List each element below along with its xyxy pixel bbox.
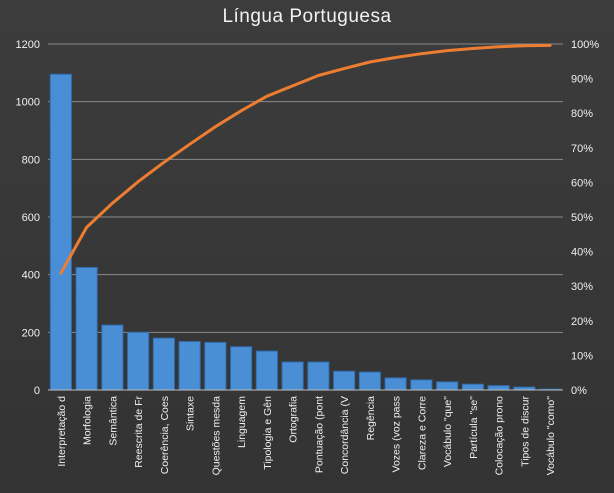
y-right-tick-label: 50% [571,212,593,224]
cumulative-point [59,271,63,275]
cumulative-point [136,180,140,183]
bar [152,337,175,391]
x-category-label: Vocábulo "como" [545,396,557,476]
bar [101,324,124,391]
y-left-tick-label: 200 [22,327,40,339]
chart-title: Língua Portuguesa [222,6,392,27]
y-left-tick-label: 1000 [16,97,40,109]
bar [307,361,330,391]
cumulative-point [317,74,320,77]
bar [127,331,150,391]
x-category-label: Morfologia [82,396,94,445]
y-right-tick-label: 10% [571,350,593,362]
cumulative-point [394,56,397,59]
x-category-label: Clareza e Corre [416,396,428,470]
cumulative-point [291,84,294,88]
bar [281,361,304,391]
cumulative-point [368,60,372,64]
bar [49,73,72,391]
bar [384,377,407,391]
y-right-tick-label: 90% [571,74,593,86]
bar [230,346,253,391]
bar [178,341,201,391]
bar [487,385,510,391]
cumulative-point [265,95,269,98]
x-category-label: Linguagem [236,396,248,448]
cumulative-point [420,52,423,55]
x-category-label: Vocábulo "que" [442,396,454,467]
x-category-label: Colocação prono [494,396,506,476]
cumulative-point [162,161,166,164]
x-category-label: Pontuação (pont [313,396,325,473]
y-right-tick-label: 100% [571,39,599,51]
y-right-tick-label: 20% [571,316,593,328]
cumulative-point [85,226,88,229]
y-right-tick-label: 80% [571,108,593,120]
y-right-tick-label: 60% [571,177,593,189]
cumulative-point [548,44,552,47]
cumulative-point [497,45,500,48]
cumulative-point [239,109,243,112]
cumulative-point [471,47,475,50]
y-left-tick-label: 0 [34,385,40,397]
y-right-tick-label: 40% [571,247,593,259]
x-category-label: Coerência, Coes [159,396,171,474]
x-category-label: Questões mesda [210,396,222,476]
x-category-label: Vozes (voz pass [391,396,403,472]
x-category-label: Regência [365,396,377,441]
bar [358,371,381,391]
bar [255,350,278,391]
cumulative-point [445,49,449,52]
y-right-tick-label: 0% [571,385,587,397]
cumulative-point [188,143,191,146]
bar [461,383,484,391]
bar [75,266,98,391]
x-category-label: Semântica [107,396,119,446]
x-category-label: Ortografia [288,396,300,443]
x-category-label: Tipologia e Gên [262,396,274,470]
x-category-label: Tipos de discur [519,396,531,467]
y-left-tick-label: 400 [22,270,40,282]
y-right-tick-label: 30% [571,281,593,293]
cumulative-point [111,201,114,205]
cumulative-point [342,67,346,70]
bar [410,379,433,391]
x-category-label: Partícula "se" [468,396,480,459]
y-left-tick-label: 1200 [16,39,40,51]
y-left-tick-label: 800 [22,154,40,166]
bar [204,341,227,391]
x-category-label: Reescrita de Fr [133,396,145,468]
x-category-label: Interpretação d [56,396,68,467]
x-category-label: Sintaxe [185,396,197,431]
cumulative-line [59,43,552,275]
bar [436,381,459,391]
cumulative-point [523,44,526,47]
bar [333,370,356,391]
cumulative-point [214,125,217,128]
y-right-tick-label: 70% [571,143,593,155]
y-left-tick-label: 600 [22,212,40,224]
x-category-label: Concordância (V [339,396,351,474]
